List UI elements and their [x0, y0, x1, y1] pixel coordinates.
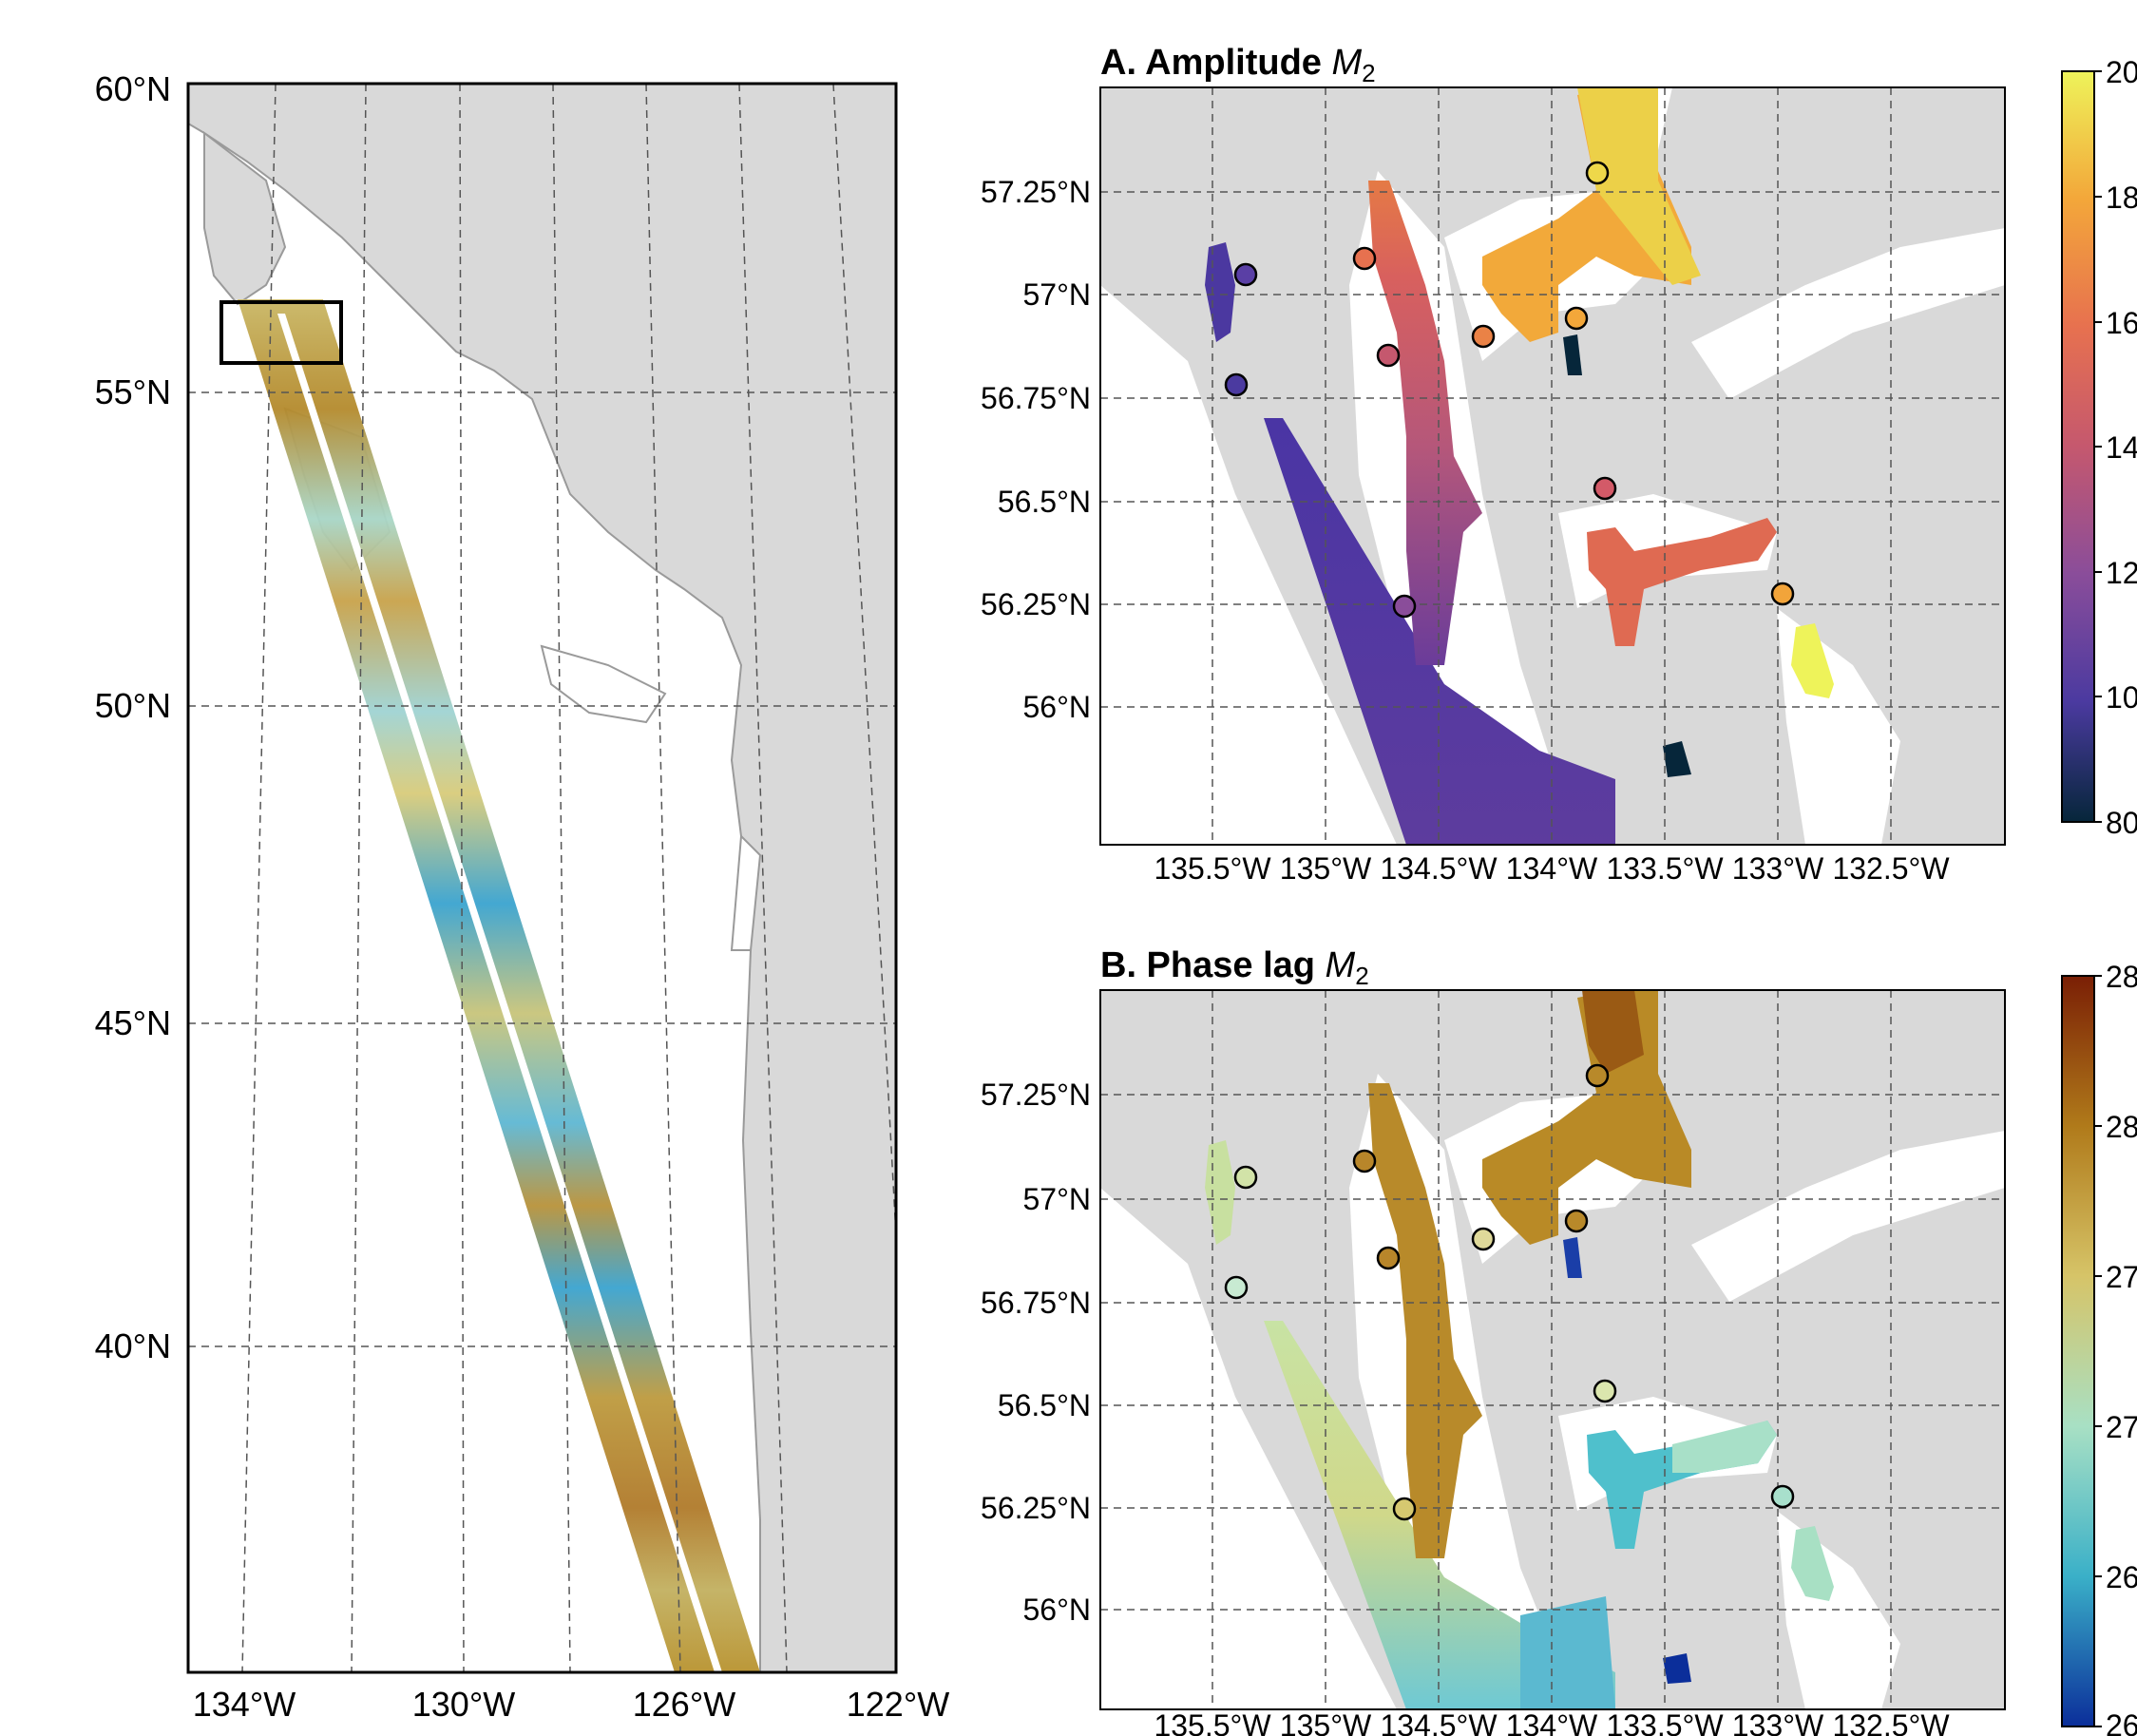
phase-lat-label: 57.25°N	[981, 1078, 1091, 1112]
phase-lat-label: 56.75°N	[981, 1286, 1091, 1320]
phase-station	[1772, 1486, 1793, 1507]
amplitude-title-var: M	[1331, 43, 1362, 83]
amplitude-station	[1235, 264, 1256, 285]
overview-lat-label: 55°N	[95, 372, 171, 411]
overview-lon-label: 122°W	[847, 1685, 949, 1724]
amplitude-colorbar-label: 80	[2106, 806, 2137, 840]
amplitude-colorbar-label: 200	[2106, 55, 2137, 89]
amplitude-colorbar	[2062, 71, 2094, 822]
amplitude-title-prefix: A. Amplitude	[1100, 43, 1331, 83]
phase-lat-label: 57°N	[1023, 1182, 1092, 1216]
amplitude-lat-label: 56.5°N	[998, 485, 1091, 519]
phase-lat-label: 56°N	[1023, 1593, 1092, 1627]
phase-station	[1473, 1229, 1494, 1250]
phase-lon-label: 132.5°W	[1832, 1708, 1950, 1736]
overview-lat-label: 60°N	[95, 69, 171, 108]
amplitude-lat-label: 56°N	[1023, 690, 1092, 724]
amplitude-station	[1587, 162, 1608, 183]
amplitude-colorbar-label: 180	[2106, 181, 2137, 215]
amplitude-lon-label: 134.5°W	[1380, 851, 1498, 886]
amplitude-lon-label: 135.5°W	[1154, 851, 1271, 886]
amplitude-station	[1566, 308, 1587, 329]
amplitude-title-sub: 2	[1362, 59, 1375, 87]
phase-lon-label: 135.5°W	[1154, 1708, 1271, 1736]
phase-colorbar-ticks	[2094, 976, 2102, 1726]
amplitude-panel: A. Amplitude M2	[981, 43, 2137, 886]
amplitude-station	[1772, 583, 1793, 604]
overview-lon-label: 134°W	[193, 1685, 296, 1724]
amplitude-lat-label: 56.75°N	[981, 381, 1091, 415]
phase-station	[1378, 1248, 1399, 1269]
phase-station	[1354, 1151, 1375, 1172]
amplitude-station	[1473, 326, 1494, 347]
phase-station	[1394, 1498, 1415, 1519]
phase-lon-label: 134.5°W	[1380, 1708, 1498, 1736]
phase-colorbar-label: 28	[2106, 960, 2137, 994]
amplitude-title: A. Amplitude M2	[1100, 43, 1376, 87]
amplitude-colorbar-label: 100	[2106, 680, 2137, 715]
amplitude-lat-label: 56.25°N	[981, 587, 1091, 621]
phase-blue-segment	[1663, 1653, 1691, 1684]
amplitude-lat-label: 57.25°N	[981, 175, 1091, 209]
phase-colorbar-label: 28	[2106, 1110, 2137, 1144]
phase-colorbar	[2062, 976, 2094, 1726]
phase-station	[1235, 1167, 1256, 1188]
amplitude-station	[1226, 374, 1247, 395]
amplitude-lon-label: 132.5°W	[1832, 851, 1950, 886]
amplitude-colorbar-label: 140	[2106, 430, 2137, 465]
phase-colorbar-label: 27	[2106, 1410, 2137, 1444]
phase-panel: B. Phase lag M2	[981, 945, 2137, 1736]
amplitude-colorbar-label: 120	[2106, 556, 2137, 590]
amplitude-lon-label: 134°W	[1506, 851, 1598, 886]
amplitude-lon-label: 133°W	[1732, 851, 1824, 886]
amplitude-lat-label: 57°N	[1023, 277, 1092, 312]
phase-colorbar-label: 27	[2106, 1260, 2137, 1294]
phase-lon-label: 133.5°W	[1606, 1708, 1724, 1736]
overview-lon-label: 126°W	[633, 1685, 735, 1724]
amplitude-lon-label: 133.5°W	[1606, 851, 1724, 886]
phase-lon-label: 135°W	[1280, 1708, 1372, 1736]
amplitude-colorbar-label: 160	[2106, 306, 2137, 340]
phase-station	[1226, 1277, 1247, 1298]
overview-lon-label: 130°W	[412, 1685, 515, 1724]
amplitude-station	[1354, 248, 1375, 269]
amplitude-colorbar-ticks	[2094, 71, 2102, 822]
amplitude-lon-label: 135°W	[1280, 851, 1372, 886]
overview-lat-label: 50°N	[95, 686, 171, 725]
phase-station	[1566, 1211, 1587, 1231]
phase-station	[1587, 1065, 1608, 1086]
phase-colorbar-label: 26	[2106, 1708, 2137, 1736]
phase-title-var: M	[1326, 945, 1356, 985]
phase-station	[1594, 1381, 1615, 1402]
phase-title-sub: 2	[1355, 962, 1368, 990]
overview-map: 60°N 55°N 50°N 45°N 40°N 134°W 130°W 126…	[95, 69, 950, 1724]
amplitude-station	[1394, 596, 1415, 617]
overview-lat-label: 45°N	[95, 1003, 171, 1042]
phase-south-area	[1520, 1596, 1615, 1709]
overview-lat-label: 40°N	[95, 1326, 171, 1365]
phase-title-prefix: B. Phase lag	[1100, 945, 1326, 985]
phase-lon-label: 133°W	[1732, 1708, 1824, 1736]
phase-lon-label: 134°W	[1506, 1708, 1598, 1736]
phase-lat-label: 56.25°N	[981, 1491, 1091, 1525]
amplitude-station	[1378, 345, 1399, 366]
phase-colorbar-label: 26	[2106, 1560, 2137, 1594]
phase-title: B. Phase lag M2	[1100, 945, 1369, 990]
amplitude-station	[1594, 478, 1615, 499]
phase-lat-label: 56.5°N	[998, 1388, 1091, 1422]
